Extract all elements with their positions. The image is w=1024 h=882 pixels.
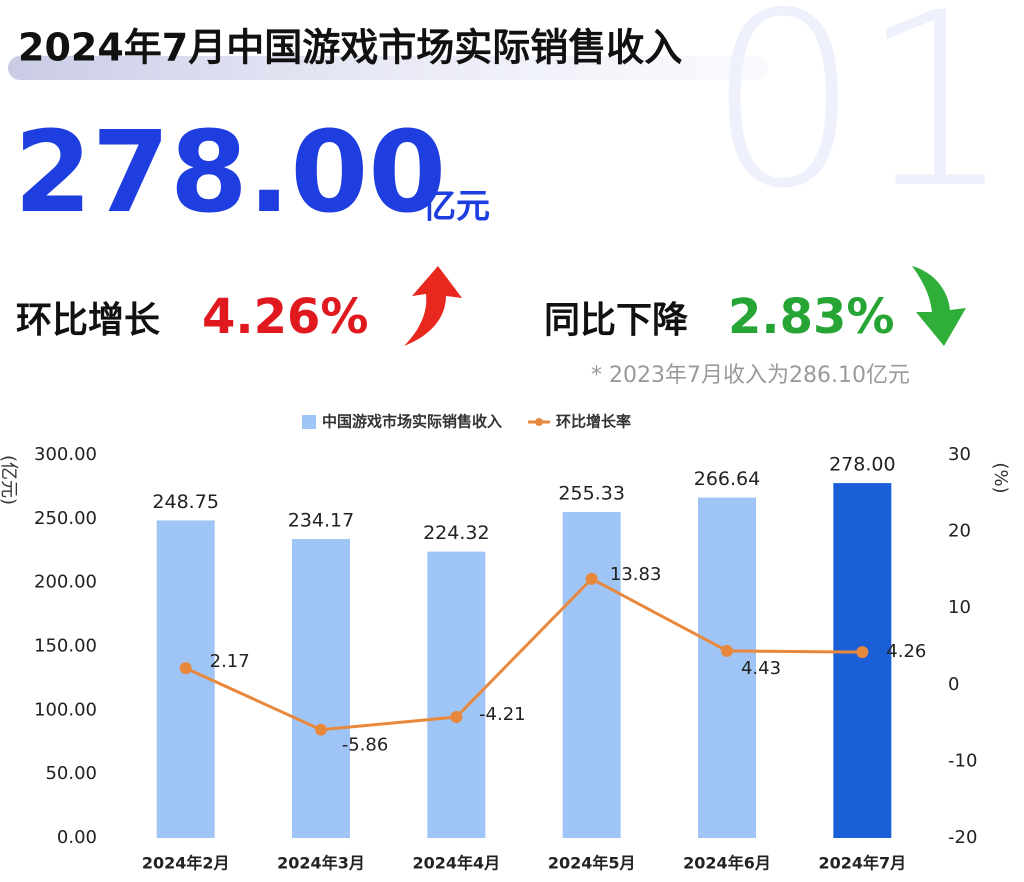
y2-tick-label: 30 <box>948 444 971 465</box>
line-value-label: 4.26 <box>886 641 926 662</box>
legend-swatch <box>535 418 544 426</box>
chart: (亿元) (%) 0.00 50.00 100.00 150.00 200.00 250.00… <box>0 413 1011 873</box>
line-point <box>721 644 733 657</box>
y-tick-label: 200.00 <box>34 572 97 593</box>
x-tick-label: 2024年3月 <box>277 854 365 873</box>
headline-value: 278.00 <box>14 108 446 238</box>
up-arrow <box>404 266 462 346</box>
x-tick-label: 2024年2月 <box>142 854 230 873</box>
bar <box>833 483 892 838</box>
line-value-label: -4.21 <box>479 704 526 725</box>
mom-value: 4.26% <box>202 289 369 345</box>
line <box>185 577 863 732</box>
y-tick-label: 50.00 <box>45 763 97 784</box>
y-tick-label: 0.00 <box>57 827 97 848</box>
line-point <box>179 662 192 675</box>
y-tick-label: 100.00 <box>34 699 97 720</box>
y2-tick-label: -10 <box>948 750 977 771</box>
line-value-label: 2.17 <box>210 651 250 672</box>
x-tick-label: 2024年4月 <box>412 854 500 873</box>
mom-label: 环比增长 <box>16 300 160 341</box>
bar <box>292 539 350 838</box>
line-value-label: 4.43 <box>741 658 781 679</box>
bar <box>562 512 621 838</box>
bar-value-label: 255.33 <box>558 483 624 505</box>
y-tick-label: 150.00 <box>34 636 97 657</box>
yoy-value: 2.83% <box>728 289 895 345</box>
legend-label: 环比增长率 <box>556 413 631 431</box>
x-tick-label: 2024年6月 <box>683 854 771 873</box>
x-tick-label: 2024年7月 <box>818 854 906 873</box>
y2-tick-label: -20 <box>948 827 977 848</box>
line-point <box>315 723 327 736</box>
bar-value-label: 234.17 <box>288 510 354 532</box>
bar-value-label: 278.00 <box>829 454 895 476</box>
bar <box>156 520 215 838</box>
line-point <box>585 572 598 585</box>
title: 2024年7月中国游戏市场实际销售收入 <box>18 26 682 70</box>
legend-swatch <box>302 415 316 429</box>
headline-unit: 亿元 <box>422 187 490 227</box>
legend-label: 中国游戏市场实际销售收入 <box>322 413 502 431</box>
y2-tick-label: 20 <box>948 521 971 542</box>
y-tick-label: 250.00 <box>34 508 97 529</box>
bar <box>698 497 756 838</box>
y2-axis-label: (%) <box>990 462 1011 493</box>
bar-value-label: 224.32 <box>423 522 489 544</box>
y2-tick-label: 10 <box>948 597 971 618</box>
bar <box>427 551 486 838</box>
line-point <box>450 711 463 724</box>
bar-value-label: 248.75 <box>152 491 218 513</box>
title-underline <box>8 56 768 80</box>
line-value-label: 13.83 <box>610 564 662 585</box>
x-tick-label: 2024年5月 <box>548 854 636 873</box>
bar-value-label: 266.64 <box>694 468 760 490</box>
y-tick-label: 300.00 <box>34 444 97 465</box>
y-axis-label: (亿元) <box>0 455 19 505</box>
y2-tick-label: 0 <box>948 674 959 695</box>
line-point <box>856 646 869 659</box>
note: * 2023年7月收入为286.10亿元 <box>591 363 910 388</box>
line-value-label: -5.86 <box>342 735 389 756</box>
yoy-label: 同比下降 <box>544 300 688 341</box>
down-arrow <box>912 266 966 346</box>
index-number: 01 <box>707 0 1012 241</box>
